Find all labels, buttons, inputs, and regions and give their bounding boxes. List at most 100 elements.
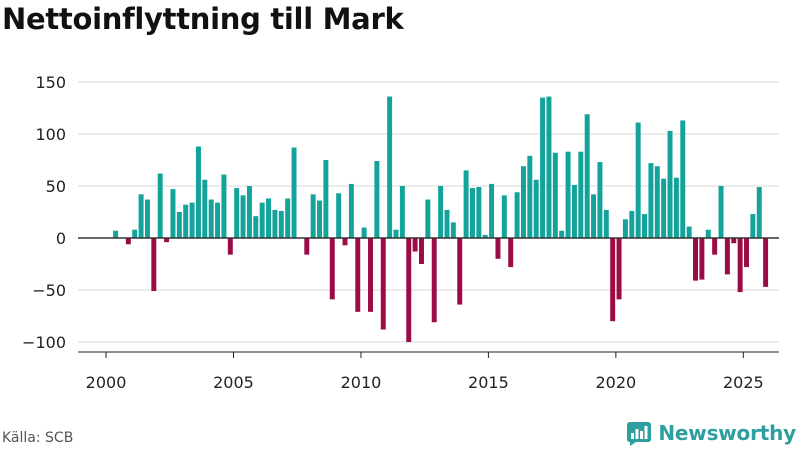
bar <box>387 96 393 238</box>
bar <box>540 97 546 238</box>
bar <box>259 202 265 238</box>
bar <box>661 178 667 238</box>
bar <box>425 199 431 238</box>
bar <box>731 238 737 244</box>
brand: Newsworthy <box>626 420 796 446</box>
y-tick-label: −50 <box>32 281 66 300</box>
bar <box>578 151 584 238</box>
bar <box>648 163 654 238</box>
bar <box>482 234 488 238</box>
bar <box>603 209 609 238</box>
bar <box>629 210 635 238</box>
bar <box>183 204 189 238</box>
bar <box>635 122 641 238</box>
bar <box>355 238 361 312</box>
bar <box>374 161 380 238</box>
bar <box>591 194 597 238</box>
bar <box>737 238 743 293</box>
bar <box>476 187 482 238</box>
y-tick-label: 0 <box>56 229 66 248</box>
bar <box>132 229 138 238</box>
bar <box>412 238 418 252</box>
bar <box>469 188 475 238</box>
bar <box>495 238 501 259</box>
bar <box>176 212 182 238</box>
source-note: Källa: SCB <box>2 430 74 446</box>
bar <box>673 177 679 238</box>
bar <box>164 238 170 243</box>
x-tick-label: 2020 <box>595 373 636 392</box>
bar <box>399 186 405 238</box>
bar <box>361 227 367 238</box>
y-tick-label: 50 <box>46 177 66 196</box>
bar <box>438 186 444 238</box>
bar <box>527 155 533 238</box>
bar <box>699 238 705 280</box>
y-tick-label: −100 <box>22 333 66 352</box>
bar-chart: 150 100 50 0 −100 −50 2000 2005 2010 2015 2020 202… <box>22 73 779 392</box>
chart-title: Nettoinflyttning till Mark <box>2 2 404 36</box>
brand-name: Newsworthy <box>658 421 796 445</box>
bar <box>138 194 144 238</box>
bar <box>189 202 195 238</box>
bar <box>763 238 769 287</box>
bar <box>285 198 291 238</box>
bar <box>246 186 252 238</box>
bar <box>571 184 577 238</box>
bar <box>680 120 686 238</box>
newsworthy-logo-icon <box>627 422 652 446</box>
bar <box>508 238 514 268</box>
bar <box>489 183 495 238</box>
bar <box>144 199 150 238</box>
bar <box>501 195 507 238</box>
bar <box>705 229 711 238</box>
y-axis-labels: 150 100 50 0 −100 −50 <box>22 73 66 352</box>
bar <box>310 194 316 238</box>
bar <box>520 166 526 238</box>
bars <box>113 96 769 342</box>
bar <box>724 238 730 275</box>
bar <box>457 238 463 305</box>
bar <box>215 202 221 238</box>
x-tick-label: 2015 <box>468 373 509 392</box>
bar <box>208 199 214 238</box>
bar <box>234 188 240 238</box>
bar <box>221 174 227 238</box>
bar <box>227 238 233 255</box>
bar <box>546 96 552 238</box>
y-tick-label: 100 <box>35 125 66 144</box>
bar <box>597 162 603 238</box>
bar <box>272 209 278 238</box>
bar <box>113 230 119 238</box>
x-tick-label: 2025 <box>723 373 764 392</box>
bar <box>336 193 342 238</box>
x-tick-label: 2005 <box>213 373 254 392</box>
bar <box>750 214 756 238</box>
bar <box>253 216 259 238</box>
y-tick-label: 150 <box>35 73 66 92</box>
bar <box>304 238 310 255</box>
x-tick-label: 2000 <box>86 373 127 392</box>
bar <box>380 238 386 330</box>
bar <box>317 200 323 238</box>
bar <box>368 238 373 312</box>
bar <box>342 238 348 246</box>
bar <box>170 189 176 238</box>
bar <box>240 195 246 238</box>
bar <box>559 230 565 238</box>
bar <box>642 214 648 238</box>
bar <box>202 179 208 238</box>
x-tick-label: 2010 <box>341 373 382 392</box>
bar <box>125 238 131 245</box>
bar <box>756 187 762 238</box>
bar <box>654 166 660 238</box>
bar <box>610 238 616 322</box>
bar <box>744 238 749 268</box>
bar <box>195 146 201 238</box>
bar <box>514 192 520 238</box>
bar <box>323 160 329 238</box>
bar <box>266 198 272 238</box>
bar <box>565 151 571 238</box>
bar <box>431 238 437 323</box>
bar <box>552 152 558 238</box>
